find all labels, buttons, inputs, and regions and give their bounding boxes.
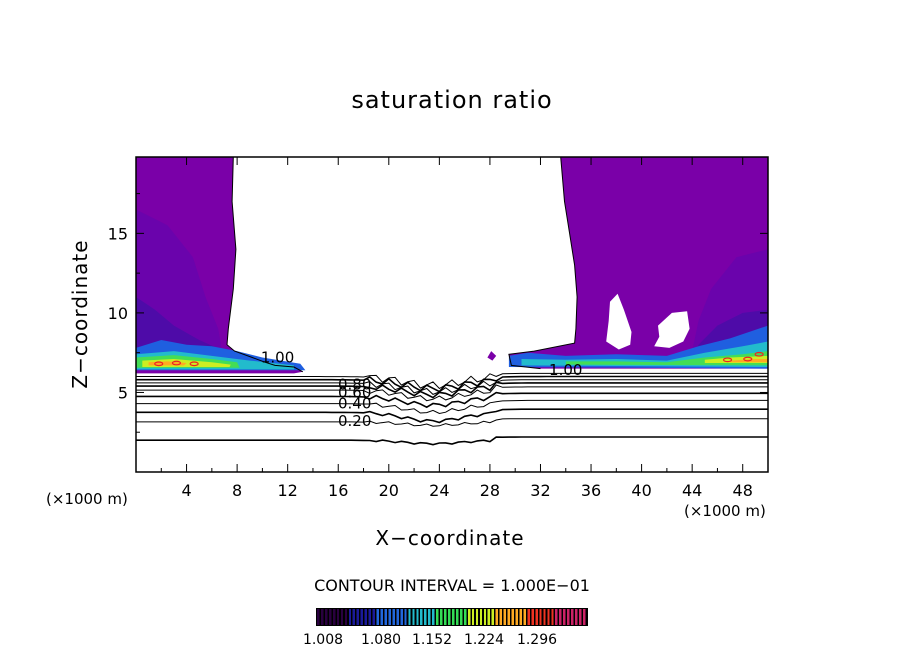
colorbar-tick-label: 1.008	[302, 632, 344, 648]
subsaturated-hole-1	[606, 293, 632, 350]
colorbar-tick-label: 1.224	[463, 632, 505, 648]
colorbar-tick-label: 1.152	[411, 632, 453, 648]
x-unit-right: (×1000 m)	[684, 502, 766, 520]
subsaturated-hole-2	[654, 311, 690, 348]
y-tick-label-15: 15	[108, 224, 128, 243]
contour-label-2: 0.60	[338, 383, 371, 401]
contour-label-1: 0.80	[338, 376, 371, 394]
x-tick-label-36: 36	[581, 481, 601, 500]
x-tick-label-24: 24	[429, 481, 449, 500]
high-ratio-cell-4	[743, 356, 753, 362]
contour-lines	[136, 157, 768, 446]
small-cloud-patch	[487, 351, 497, 361]
x-tick-label-20: 20	[379, 481, 399, 500]
contour-1-00-right	[508, 157, 578, 370]
y-tick-label-10: 10	[108, 304, 128, 323]
x-tick-label-44: 44	[682, 481, 702, 500]
y-axis-label: Z−coordinate	[68, 239, 92, 389]
chart-title: saturation ratio	[351, 86, 553, 114]
contour-line-3	[136, 381, 768, 399]
contour-line-6	[136, 399, 768, 415]
high-ratio-cell-1	[171, 360, 182, 366]
contour-line-7	[136, 408, 768, 424]
x-tick-label-28: 28	[480, 481, 500, 500]
contour-label-5: 1.00	[549, 361, 582, 379]
high-ratio-cell-5	[754, 351, 764, 357]
x-unit-left: (×1000 m)	[46, 490, 128, 508]
contour-line-0	[136, 372, 768, 390]
contour-label-0: 1.00	[261, 348, 294, 366]
x-axis-label: X−coordinate	[375, 526, 525, 550]
y-tick-label-5: 5	[118, 383, 128, 402]
x-tick-label-8: 8	[232, 481, 242, 500]
contour-label-3: 0.40	[338, 395, 371, 413]
x-tick-label-48: 48	[733, 481, 753, 500]
contour-interval-text: CONTOUR INTERVAL = 1.000E−01	[314, 576, 590, 595]
contour-label-4: 0.20	[338, 412, 371, 430]
x-tick-label-40: 40	[631, 481, 651, 500]
contour-line-5	[136, 391, 768, 409]
plot-fields	[136, 157, 768, 374]
plot-frame	[135, 156, 769, 473]
x-tick-label-12: 12	[278, 481, 298, 500]
contour-line-9	[136, 436, 768, 446]
band-mid-right	[692, 249, 768, 352]
x-tick-label-4: 4	[181, 481, 191, 500]
contour-line-8	[136, 418, 768, 427]
high-ratio-cell-3	[722, 357, 733, 363]
x-tick-label-16: 16	[328, 481, 348, 500]
contour-label-group: 1.00 0.800.600.400.20 1.00	[261, 348, 583, 430]
contour-line-4	[136, 384, 768, 402]
contour-1-00-left	[226, 157, 304, 373]
contour-line-2	[136, 379, 768, 395]
colorbar-tick-label: 1.080	[360, 632, 402, 648]
high-ratio-cell-0	[154, 361, 164, 367]
high-ratio-cell-2	[189, 361, 199, 367]
band-mid-left	[136, 209, 222, 352]
contour-line-1	[136, 375, 768, 393]
x-tick-label-32: 32	[530, 481, 550, 500]
colorbar-tick-label: 1.296	[516, 632, 558, 648]
colorbar	[316, 608, 588, 626]
